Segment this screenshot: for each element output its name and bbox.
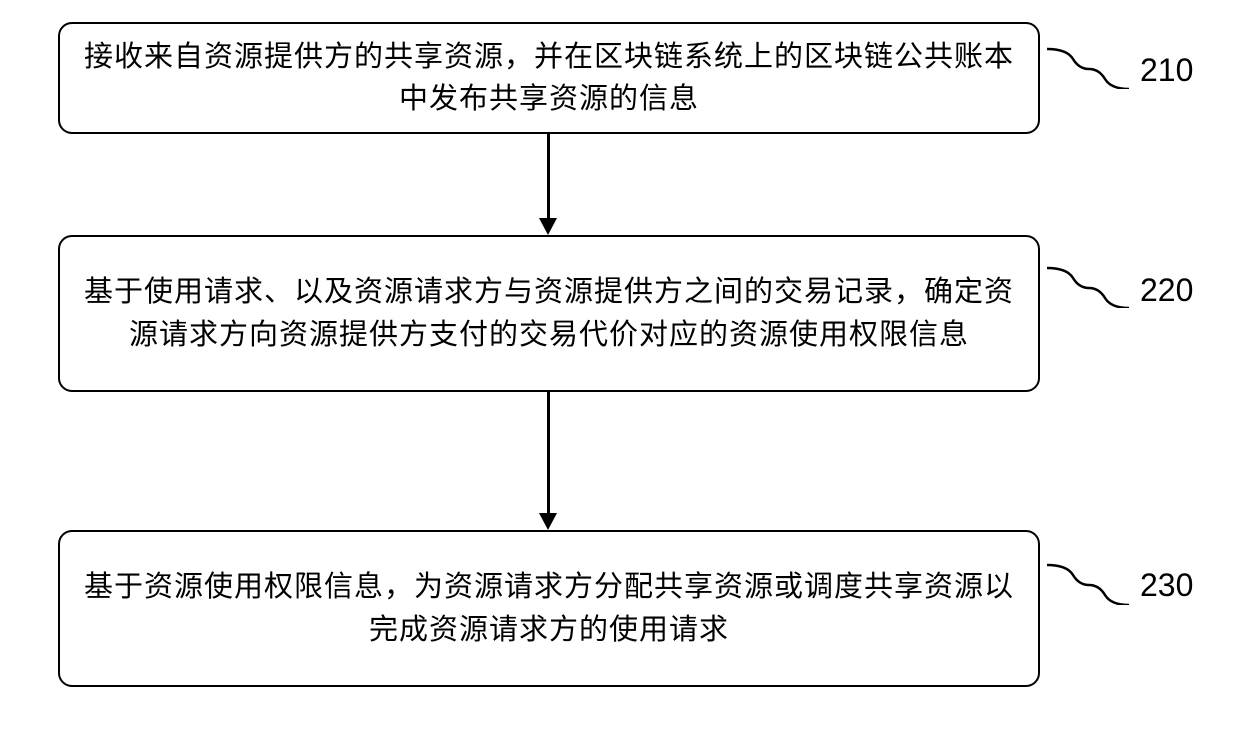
brace-3 <box>1045 563 1130 605</box>
flowchart-step-2: 基于使用请求、以及资源请求方与资源提供方之间的交易记录，确定资源请求方向资源提供… <box>58 235 1040 392</box>
flowchart-step-3: 基于资源使用权限信息，为资源请求方分配共享资源或调度共享资源以完成资源请求方的使… <box>58 530 1040 687</box>
step-2-label: 220 <box>1140 272 1193 309</box>
arrow-2-line <box>547 392 550 513</box>
step-1-text: 接收来自资源提供方的共享资源，并在区块链系统上的区块链公共账本中发布共享资源的信… <box>84 36 1014 120</box>
arrow-1-line <box>547 134 550 218</box>
brace-1 <box>1045 47 1130 89</box>
step-2-text: 基于使用请求、以及资源请求方与资源提供方之间的交易记录，确定资源请求方向资源提供… <box>84 271 1014 355</box>
step-3-label: 230 <box>1140 567 1193 604</box>
flowchart-step-1: 接收来自资源提供方的共享资源，并在区块链系统上的区块链公共账本中发布共享资源的信… <box>58 22 1040 134</box>
step-1-label: 210 <box>1140 52 1193 89</box>
brace-2 <box>1045 266 1130 308</box>
arrow-1-head <box>539 218 557 235</box>
arrow-2-head <box>539 513 557 530</box>
step-3-text: 基于资源使用权限信息，为资源请求方分配共享资源或调度共享资源以完成资源请求方的使… <box>84 566 1014 650</box>
flowchart-container: 接收来自资源提供方的共享资源，并在区块链系统上的区块链公共账本中发布共享资源的信… <box>0 0 1239 740</box>
